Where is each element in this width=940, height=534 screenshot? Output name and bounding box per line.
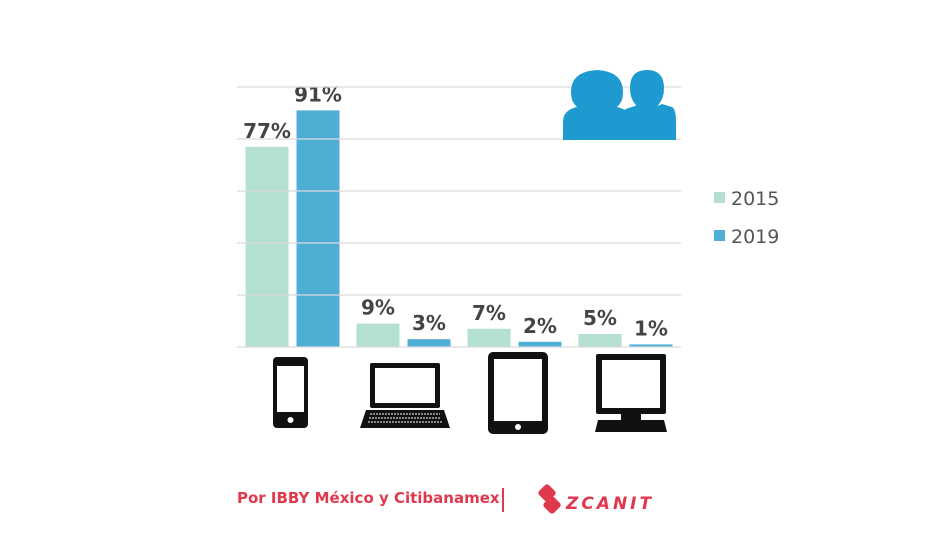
people-icon bbox=[563, 70, 676, 140]
value-label: 3% bbox=[412, 311, 446, 335]
legend-label: 2019 bbox=[731, 226, 779, 248]
logo-mark bbox=[538, 484, 561, 514]
value-label: 9% bbox=[361, 296, 395, 320]
logo-text: ZCANIT bbox=[565, 494, 654, 514]
bar bbox=[245, 146, 289, 347]
value-label: 7% bbox=[472, 301, 506, 325]
value-label: 1% bbox=[634, 316, 668, 340]
bar bbox=[407, 339, 451, 347]
bar bbox=[518, 341, 562, 347]
bar bbox=[467, 328, 511, 347]
bar bbox=[296, 110, 340, 348]
value-label: 2% bbox=[523, 314, 557, 338]
legend-swatch bbox=[714, 230, 725, 241]
bar bbox=[629, 344, 673, 347]
legend-label: 2015 bbox=[731, 188, 779, 210]
value-label: 91% bbox=[294, 82, 342, 106]
legend-swatch bbox=[714, 192, 725, 203]
footer-credit: Por IBBY México y Citibanamex bbox=[237, 489, 500, 507]
value-label: 5% bbox=[583, 306, 617, 330]
device-icons bbox=[273, 352, 667, 434]
bar bbox=[578, 334, 622, 347]
bar bbox=[356, 323, 400, 347]
